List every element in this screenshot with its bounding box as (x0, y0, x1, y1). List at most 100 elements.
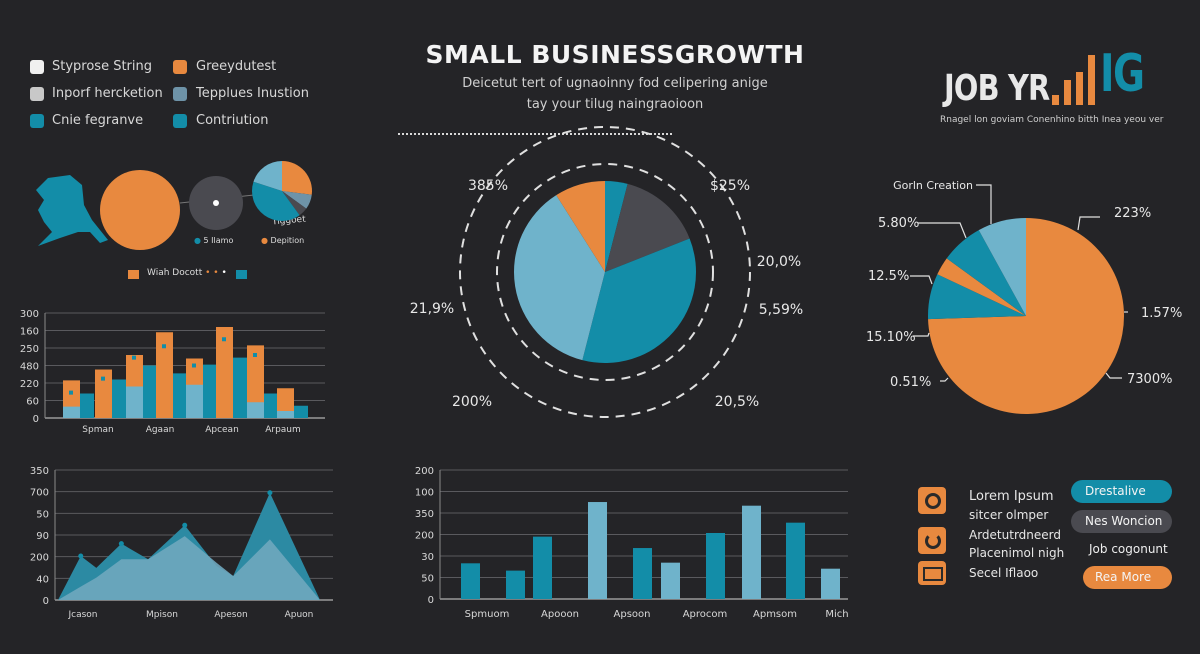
bar-teal (233, 357, 247, 418)
center-pie-label: 20,0% (757, 254, 801, 270)
area-chart-y-tick: 700 (30, 488, 49, 499)
right-pie-leader-line (976, 184, 992, 224)
mini-legend-swatch (128, 270, 139, 279)
bar (506, 570, 525, 599)
bar-teal (264, 393, 278, 418)
mini-legend-label: Wiah Docott • • • (147, 268, 227, 278)
mail-icon[interactable] (918, 561, 946, 585)
center-pie-slice (513, 195, 605, 361)
legend-label: Inporf hercketion (52, 86, 163, 101)
logo-bar (1064, 80, 1071, 105)
orange-bubble (100, 170, 180, 250)
area-chart-y-tick: 50 (36, 509, 49, 520)
right-pie-label: 12.5% (868, 269, 909, 284)
bar-teal (143, 365, 157, 418)
right-pie-label: 223% (1114, 206, 1151, 221)
outer-dashed-ring (459, 126, 751, 418)
right-pie-leader-line (1105, 372, 1122, 379)
right-pie-label: Gorln Creation (893, 179, 973, 192)
bubble-center-dot (213, 200, 219, 206)
bar-orange (95, 369, 112, 418)
bar-orange (277, 388, 294, 418)
logo-bar (1076, 72, 1083, 105)
bar (706, 532, 725, 599)
right-pie-leader-line (1077, 216, 1100, 231)
subtitle-line-2: tay your tilug naingraoioon (526, 97, 704, 112)
area-chart-y-tick: 350 (30, 466, 49, 477)
bar-chart-1-y-tick: 250 (20, 344, 39, 355)
legend-swatch (30, 60, 44, 74)
area-point (182, 522, 188, 528)
logo-text-left: JOB YR (944, 68, 1050, 109)
info-item: Lorem Ipsum (969, 489, 1054, 504)
area-chart-y-tick: 200 (30, 553, 49, 564)
read-more-button[interactable]: Rea More (1083, 566, 1172, 589)
bar-light-base (63, 406, 80, 418)
bar-marker (162, 344, 166, 349)
logo-text-right: IG (1100, 44, 1145, 104)
bar-marker (101, 376, 105, 381)
subtitle-line-1: Deicetut tert of ugnaoinny fod celiperin… (462, 76, 768, 91)
bar-chart-1-x-label: Arpaum (265, 425, 301, 435)
bar-teal (80, 393, 94, 418)
bar-chart-1-y-tick: 0 (33, 414, 39, 425)
bar-light-base (277, 411, 294, 418)
mini-dot-text: 5 Ilamo (203, 236, 234, 245)
bar-chart-1-x-label: Apcean (205, 425, 239, 435)
info-item: Ardetutrdneerd (969, 528, 1061, 542)
bar-chart-2-y-tick: 50 (421, 574, 434, 585)
bar-chart-1-y-tick: 60 (26, 397, 39, 408)
right-pie-leader-line (910, 275, 933, 285)
target-icon[interactable] (918, 487, 946, 514)
refresh-icon[interactable] (918, 527, 946, 554)
bar-chart-1-y-tick: 160 (20, 327, 39, 338)
primary-button[interactable]: Drestalive (1071, 480, 1172, 503)
bar-teal (294, 405, 308, 418)
bar-light-base (247, 402, 264, 418)
mini-dot-label-1: ● 5 Ilamo (194, 236, 233, 245)
bar-chart-2-x-label: Apsoon (614, 609, 651, 620)
legend-label: Greeydutest (196, 59, 277, 74)
bar-chart-1-y-tick: 480 (20, 362, 39, 373)
bar-chart-1-x-label: Spman (82, 425, 113, 435)
right-pie-leader-line (918, 222, 967, 239)
area-chart-y-tick: 90 (36, 531, 49, 542)
bar-marker (132, 355, 136, 360)
legend-label: Styprose String (52, 59, 153, 74)
inner-dashed-ring (496, 163, 714, 381)
center-pie-slice (605, 183, 690, 272)
right-pie-slice (937, 258, 1026, 316)
bar (786, 522, 805, 599)
mini-pie-slice (282, 161, 312, 195)
mini-pie-slice (253, 161, 282, 191)
bar (588, 502, 607, 599)
bar (533, 536, 552, 599)
center-pie-slice (556, 181, 605, 272)
dot-icon: • • (205, 268, 219, 278)
job-link[interactable]: Job cogonunt (1089, 542, 1168, 556)
right-pie-label: 5.80% (878, 216, 919, 231)
bar-light-base (126, 386, 143, 418)
right-pie-leader-line (940, 377, 949, 382)
bar-chart-2-x-label: Aprocom (683, 609, 728, 620)
logo-bar (1088, 55, 1095, 105)
bar (821, 568, 840, 599)
bar (633, 548, 652, 599)
center-pie-label: 5,59% (759, 302, 803, 318)
dot-icon: • (221, 268, 227, 278)
dot-icon: ● (194, 236, 201, 245)
legend-swatch (30, 87, 44, 101)
area-point (267, 490, 273, 496)
mini-pie-slice (252, 181, 300, 221)
info-item: sitcer olmper (969, 508, 1049, 522)
area-chart-x-label: Apuon (285, 610, 314, 620)
logo-tagline: Rnagel lon goviam Conenhino bitth Inea y… (940, 115, 1164, 125)
secondary-button[interactable]: Nes Woncion (1071, 510, 1172, 533)
bar-chart-1-y-tick: 300 (20, 309, 39, 320)
bar-teal (203, 364, 217, 418)
bar-light-base (186, 384, 203, 418)
legend-label: Contriution (196, 113, 269, 128)
area-chart-y-tick: 40 (36, 574, 49, 585)
area-chart-x-label: Apeson (214, 610, 247, 620)
